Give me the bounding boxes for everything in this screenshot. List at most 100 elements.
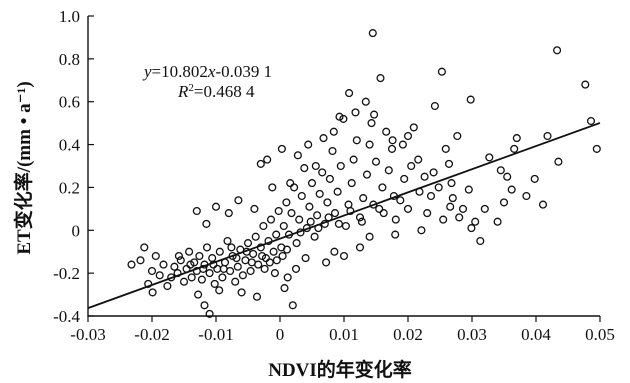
data-point: [361, 97, 370, 106]
data-point: [368, 29, 377, 38]
data-point: [345, 89, 354, 98]
data-point: [476, 236, 485, 246]
data-point: [375, 204, 384, 213]
data-point: [280, 284, 289, 293]
data-point: [163, 281, 172, 291]
data-point: [423, 209, 432, 218]
data-point: [251, 232, 260, 241]
data-point: [434, 183, 443, 192]
data-point: [499, 198, 509, 207]
data-point: [403, 204, 413, 213]
data-point: [323, 198, 332, 207]
data-point: [335, 112, 344, 121]
data-point: [439, 215, 448, 224]
data-point: [274, 206, 283, 216]
data-point: [237, 288, 246, 297]
y-tick-label: 1.0: [59, 7, 80, 26]
data-point: [266, 215, 276, 224]
data-point: [365, 232, 374, 241]
data-point: [370, 110, 379, 119]
y-tick-label: 0.2: [59, 178, 80, 197]
data-point: [185, 247, 194, 256]
data-point: [219, 264, 228, 273]
axes: -0.03 -0.02 -0.01 0 0.01 0.02 0.03 0.04 0.05 -0.4…: [53, 7, 615, 344]
eq-coefficient: =10.802: [152, 62, 208, 81]
data-point: [444, 159, 454, 168]
data-point: [200, 301, 209, 310]
plot-area: [87, 29, 601, 318]
data-point: [260, 264, 269, 273]
data-point: [429, 168, 438, 177]
data-point: [259, 221, 268, 231]
data-point: [278, 251, 287, 261]
data-point: [227, 243, 236, 252]
data-point: [186, 260, 195, 269]
r2-value: =0.468 4: [194, 82, 255, 101]
data-point: [382, 127, 391, 136]
data-point: [339, 114, 348, 123]
data-point: [179, 277, 189, 286]
x-tick-label: 0.04: [521, 325, 551, 344]
data-point: [202, 243, 212, 252]
data-point: [503, 172, 512, 181]
data-point: [272, 256, 281, 265]
data-point: [288, 301, 297, 310]
data-point: [391, 230, 400, 239]
regression-equation: y=10.802x-0.039 1: [142, 62, 272, 81]
data-point: [258, 251, 267, 261]
data-point: [362, 170, 372, 179]
data-point: [388, 136, 397, 145]
data-point: [554, 157, 563, 166]
data-point: [471, 217, 480, 226]
data-point: [458, 204, 468, 213]
data-point: [205, 309, 214, 318]
data-point: [485, 153, 494, 162]
data-point: [467, 224, 476, 233]
data-point: [349, 155, 358, 164]
x-tick-label: 0.02: [393, 325, 423, 344]
data-point: [330, 209, 340, 218]
data-point: [398, 140, 407, 149]
y-tick-label: 0.4: [59, 136, 81, 155]
data-point: [301, 254, 310, 263]
data-point: [357, 217, 366, 226]
data-point: [414, 155, 423, 164]
data-point: [291, 264, 301, 273]
data-point: [355, 213, 365, 222]
r2-symbol: R: [177, 82, 189, 101]
data-point: [464, 185, 473, 194]
data-point: [352, 136, 361, 145]
data-point: [310, 232, 319, 241]
data-point: [243, 239, 253, 248]
data-point: [371, 157, 381, 166]
data-point: [252, 292, 262, 301]
x-tick-label: 0.01: [329, 325, 359, 344]
data-point: [430, 101, 439, 111]
data-point: [197, 275, 206, 284]
data-point: [480, 204, 489, 213]
data-point: [228, 251, 237, 261]
data-point: [379, 209, 388, 218]
data-point: [238, 271, 247, 280]
data-point: [147, 266, 157, 276]
x-tick-label: -0.02: [134, 325, 169, 344]
data-point: [136, 256, 145, 265]
data-point: [247, 258, 256, 267]
data-point: [466, 95, 475, 104]
data-point: [215, 286, 224, 295]
data-point: [263, 155, 272, 164]
y-axis-title: ET变化率/(mm • a⁻¹): [12, 81, 35, 254]
r-squared: R2=0.468 4: [177, 82, 255, 101]
data-point: [192, 206, 201, 216]
y-tick-label: -0.2: [53, 264, 80, 283]
data-point: [306, 217, 315, 226]
data-point: [313, 211, 322, 220]
data-point: [283, 273, 292, 282]
data-point: [290, 183, 299, 192]
data-point: [307, 179, 317, 188]
data-point: [282, 245, 292, 254]
data-point: [305, 202, 314, 211]
data-point: [159, 260, 168, 269]
y-tick-label: -0.4: [53, 307, 80, 326]
data-point: [493, 217, 502, 226]
